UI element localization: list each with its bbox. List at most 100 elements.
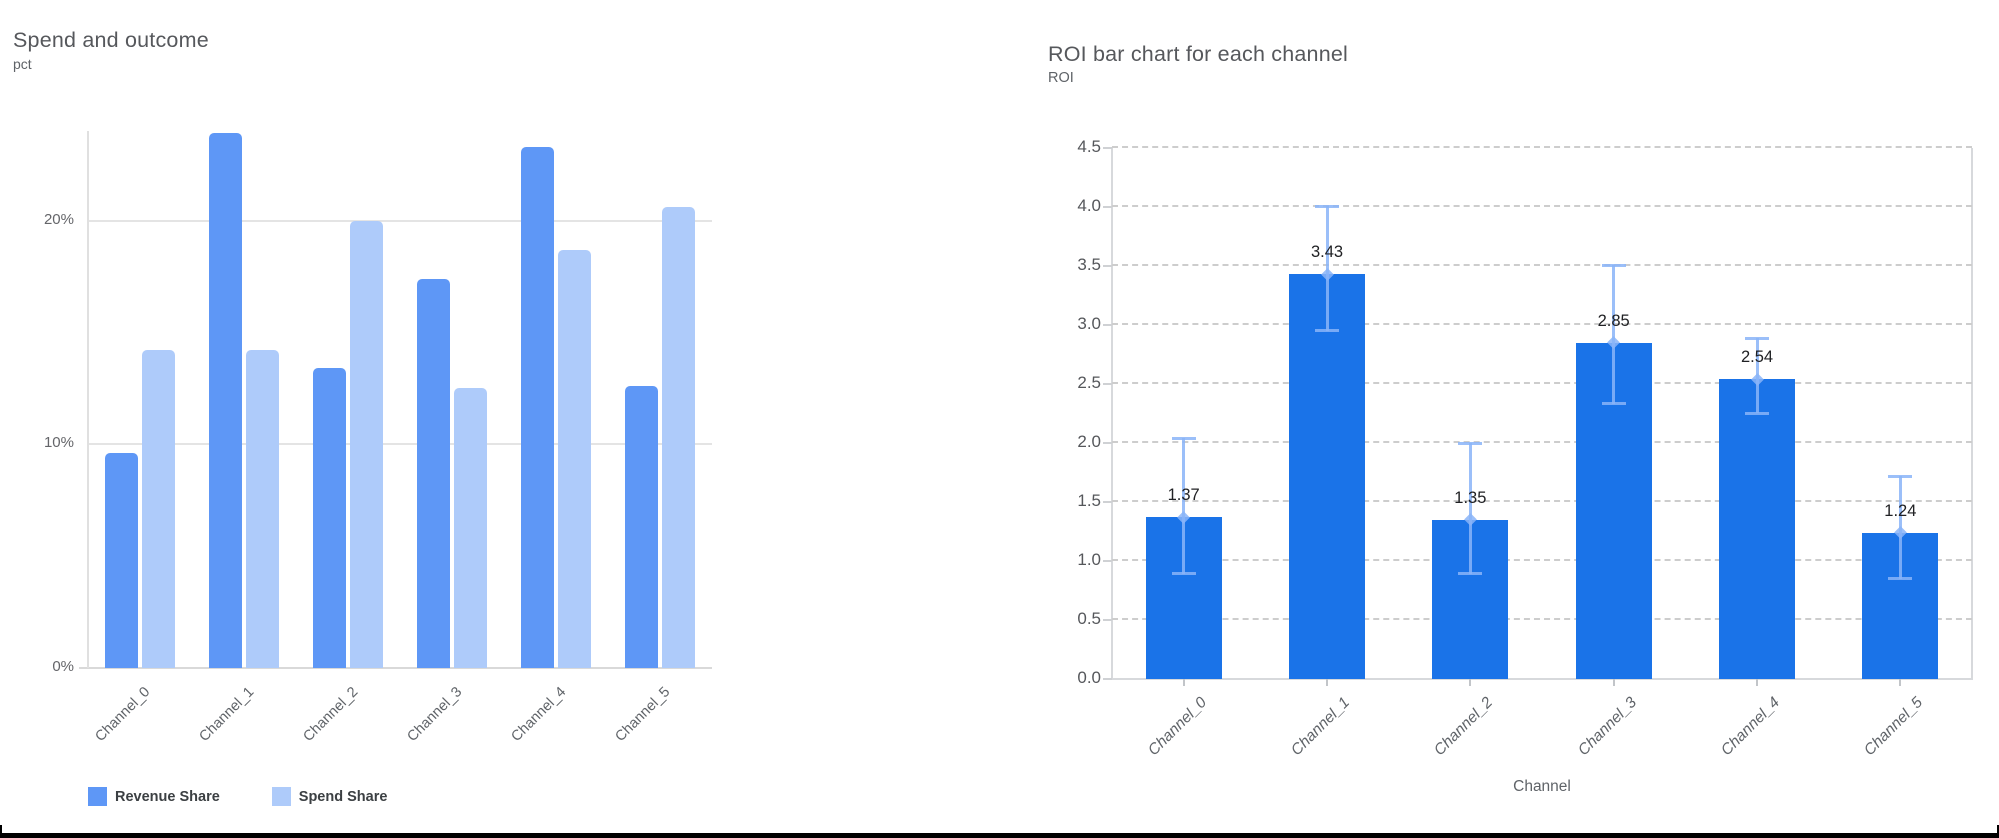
error-bar-cap-bottom-channel-3 — [1601, 402, 1626, 406]
spend-outcome-legend: Revenue Share Spend Share — [88, 787, 387, 806]
y-tick-mark-0.0 — [1103, 678, 1112, 680]
y-tick-label-10%: 10% — [43, 434, 74, 452]
plot-border-right — [1971, 148, 1973, 679]
bar-revenue-share-channel-4[interactable] — [521, 146, 555, 668]
bar-value-label-channel-2: 1.35 — [1454, 488, 1487, 507]
gridline-10% — [87, 443, 712, 446]
x-tick-mark-channel-0 — [1182, 679, 1185, 686]
x-tick-label-channel-4: Channel_4 — [1717, 694, 1784, 760]
y-tick-label-3.0: 3.0 — [1077, 314, 1101, 333]
spend-outcome-y-axis-unit: pct — [13, 56, 32, 72]
bar-revenue-share-channel-0[interactable] — [104, 453, 138, 668]
error-bar-line-channel-3 — [1612, 264, 1616, 405]
gridline-1.0 — [1112, 559, 1972, 561]
y-tick-mark-3.5 — [1103, 265, 1112, 267]
gridline-4.0 — [1112, 205, 1972, 207]
x-tick-label-channel-2: Channel_2 — [1431, 694, 1497, 760]
error-bar-cap-top-channel-2 — [1458, 442, 1483, 445]
y-tick-label-0.0: 0.0 — [1077, 668, 1101, 687]
x-tick-label-channel-0: Channel_0 — [1144, 694, 1210, 760]
bar-revenue-share-channel-1[interactable] — [208, 133, 242, 668]
y-tick-mark-2.0 — [1103, 442, 1112, 444]
error-bar-cap-top-channel-3 — [1601, 263, 1626, 267]
legend-swatch-spend-share — [271, 787, 291, 806]
y-tick-label-20%: 20% — [43, 210, 74, 228]
window-border-stub-right — [1997, 825, 1999, 838]
x-tick-label-channel-3: Channel_3 — [1574, 694, 1640, 760]
x-tick-mark-channel-2 — [1469, 679, 1472, 686]
y-tick-label-4.0: 4.0 — [1077, 196, 1101, 215]
y-tick-label-1.0: 1.0 — [1077, 550, 1101, 569]
bar-spend-share-channel-0[interactable] — [141, 350, 175, 668]
window-bottom-border — [0, 833, 1999, 838]
error-bar-cap-top-channel-5 — [1888, 475, 1913, 479]
bar-spend-share-channel-4[interactable] — [558, 249, 592, 668]
error-bar-cap-bottom-channel-4 — [1745, 411, 1769, 415]
x-tick-mark-channel-5 — [1899, 679, 1902, 686]
error-bar-cap-bottom-channel-5 — [1888, 576, 1913, 580]
legend-item-spend-share: Spend Share — [271, 787, 388, 806]
bar-value-label-channel-5: 1.24 — [1884, 501, 1917, 520]
bar-spend-share-channel-5[interactable] — [662, 207, 696, 668]
x-tick-label-channel-1: Channel_1 — [1287, 694, 1354, 760]
gridline-1.5 — [1112, 500, 1972, 502]
y-tick-label-2.5: 2.5 — [1077, 373, 1101, 392]
y-tick-mark-2.5 — [1103, 383, 1112, 385]
y-tick-mark-4.5 — [1103, 147, 1112, 149]
gridline-2.5 — [1112, 382, 1972, 384]
plot-border-left — [1111, 148, 1113, 679]
plot-border-bottom — [1111, 678, 1973, 680]
bar-spend-share-channel-3[interactable] — [454, 388, 488, 668]
legend-label-revenue-share: Revenue Share — [115, 788, 220, 805]
bar-value-label-channel-3: 2.85 — [1597, 311, 1630, 330]
gridline-20% — [87, 219, 712, 222]
error-bar-cap-bottom-channel-1 — [1315, 328, 1339, 332]
roi-y-axis-label: ROI — [1048, 70, 1074, 86]
roi-chart-title: ROI bar chart for each channel — [1048, 41, 1348, 66]
legend-item-revenue-share: Revenue Share — [88, 787, 220, 806]
roi-x-axis-title: Channel — [1513, 778, 1571, 795]
gridline-4.5 — [1112, 146, 1972, 148]
bar-revenue-share-channel-2[interactable] — [312, 368, 346, 668]
error-bar-cap-bottom-channel-2 — [1458, 571, 1483, 575]
error-bar-cap-top-channel-1 — [1315, 204, 1339, 208]
roi-bar-channel-1[interactable] — [1289, 274, 1365, 679]
y-tick-mark-4.0 — [1103, 206, 1112, 208]
y-tick-label-0.5: 0.5 — [1077, 609, 1101, 628]
y-tick-mark-1.5 — [1103, 501, 1112, 503]
bar-spend-share-channel-1[interactable] — [245, 350, 279, 668]
x-tick-mark-channel-3 — [1612, 679, 1615, 686]
gridline-3.5 — [1112, 264, 1972, 266]
gridline-3.0 — [1112, 323, 1972, 325]
legend-swatch-revenue-share — [88, 787, 107, 806]
error-bar-cap-bottom-channel-0 — [1171, 571, 1196, 575]
bar-revenue-share-channel-5[interactable] — [625, 386, 659, 668]
bar-spend-share-channel-2[interactable] — [349, 220, 383, 668]
y-tick-mark-3.0 — [1103, 324, 1112, 326]
y-tick-mark-1.0 — [1103, 560, 1112, 562]
error-bar-cap-top-channel-4 — [1745, 336, 1769, 340]
y-tick-label-0%: 0% — [52, 658, 74, 675]
x-tick-mark-channel-4 — [1756, 679, 1758, 686]
x-tick-label-channel-5: Channel_5 — [1861, 694, 1927, 760]
spend-outcome-chart-title: Spend and outcome — [13, 27, 209, 52]
error-bar-line-channel-2 — [1468, 443, 1472, 574]
bar-value-label-channel-1: 3.43 — [1310, 243, 1344, 262]
error-bar-line-channel-0 — [1182, 438, 1186, 574]
bar-value-label-channel-0: 1.37 — [1167, 486, 1200, 505]
error-bar-cap-top-channel-0 — [1171, 437, 1196, 441]
y-tick-label-3.5: 3.5 — [1077, 255, 1101, 274]
y-tick-label-1.5: 1.5 — [1077, 491, 1101, 510]
x-tick-mark-channel-1 — [1326, 679, 1328, 686]
roi-bar-channel-4[interactable] — [1719, 379, 1795, 679]
gridline-2.0 — [1112, 441, 1972, 443]
y-tick-label-4.5: 4.5 — [1077, 137, 1101, 156]
gridline-0% — [79, 667, 712, 669]
window-border-stub-left — [0, 825, 2, 838]
legend-label-spend-share: Spend Share — [298, 788, 388, 805]
bar-revenue-share-channel-3[interactable] — [417, 278, 451, 668]
y-tick-label-2.0: 2.0 — [1077, 432, 1101, 451]
